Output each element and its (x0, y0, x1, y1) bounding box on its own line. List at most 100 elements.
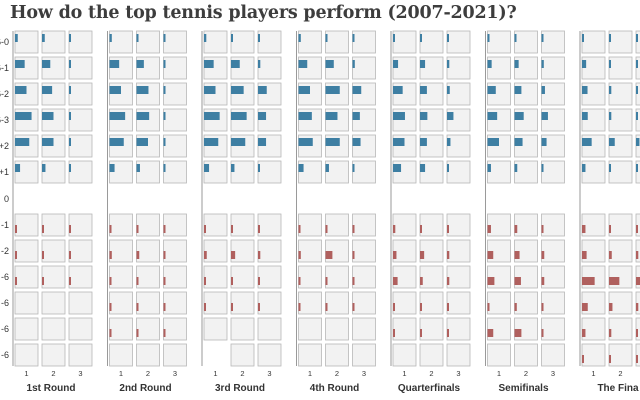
panel (392, 317, 417, 341)
win-bar (298, 112, 312, 120)
panel (41, 30, 66, 54)
panel (257, 317, 282, 341)
panel (257, 213, 282, 237)
win-bar (636, 164, 638, 172)
panel (541, 160, 565, 184)
panel (68, 160, 93, 184)
panel (257, 30, 282, 54)
win-bar (69, 60, 71, 68)
player-tick-label: 1 (24, 369, 28, 378)
win-bar (447, 34, 449, 42)
win-bar (204, 60, 214, 68)
player-tick-label: 3 (78, 369, 82, 378)
panel (203, 317, 228, 341)
panel (446, 213, 471, 237)
win-bar (352, 86, 362, 94)
loss-bar (393, 303, 395, 311)
win-bar (136, 112, 150, 120)
player-tick-label: 1 (308, 369, 312, 378)
win-bar (420, 112, 428, 120)
loss-bar (15, 277, 17, 285)
win-bar (420, 60, 426, 68)
loss-bar (393, 277, 398, 285)
panel (352, 56, 376, 80)
y-axis-label: 6-3 (0, 115, 9, 125)
y-axis-label: 0 (4, 194, 9, 204)
win-bar (42, 34, 45, 42)
win-bar (109, 86, 121, 94)
win-bar (514, 112, 524, 120)
loss-bar (582, 251, 587, 259)
panel (325, 30, 349, 54)
win-bar (231, 34, 233, 42)
loss-bar (609, 277, 620, 285)
panel (203, 239, 228, 263)
win-bar (609, 164, 611, 172)
panel (541, 317, 565, 341)
panel (109, 30, 133, 54)
loss-bar (487, 251, 494, 259)
panel (109, 317, 133, 341)
win-bar (487, 112, 498, 120)
round-label: Quarterfinals (398, 383, 461, 394)
panel (419, 265, 444, 289)
player-tick-label: 2 (240, 369, 244, 378)
loss-bar (258, 303, 260, 311)
win-bar (15, 138, 30, 146)
win-bar (15, 164, 21, 172)
win-bar (15, 60, 25, 68)
loss-bar (136, 329, 139, 337)
player-tick-label: 2 (429, 369, 433, 378)
player-tick-label: 3 (362, 369, 366, 378)
y-axis-label: 7+2 (0, 141, 9, 151)
panel (352, 213, 376, 237)
win-bar (42, 60, 51, 68)
win-bar (163, 34, 166, 42)
loss-bar (636, 303, 639, 311)
panel (392, 343, 417, 367)
loss-bar (163, 251, 166, 259)
y-axis-label: -2 (1, 246, 9, 256)
panel (109, 291, 133, 315)
win-bar (69, 164, 71, 172)
loss-bar (609, 329, 612, 337)
player-tick-label: 2 (51, 369, 55, 378)
win-bar (541, 34, 544, 42)
panel (14, 213, 39, 237)
panel (608, 56, 633, 80)
panel (541, 56, 565, 80)
loss-bar (447, 329, 449, 337)
panel (163, 56, 187, 80)
panel (14, 239, 39, 263)
win-bar (420, 164, 426, 172)
win-bar (298, 34, 301, 42)
win-bar (487, 164, 491, 172)
win-bar (487, 138, 499, 146)
win-bar (636, 34, 638, 42)
win-bar (541, 60, 544, 68)
loss-bar (42, 251, 44, 259)
panel (352, 343, 376, 367)
panel (230, 291, 255, 315)
panel (392, 30, 417, 54)
win-bar (258, 86, 267, 94)
win-bar (582, 86, 588, 94)
panel (352, 291, 376, 315)
panel (136, 291, 160, 315)
win-bar (231, 164, 235, 172)
panel (487, 30, 511, 54)
panel (298, 291, 322, 315)
win-bar (258, 112, 267, 120)
loss-bar (109, 225, 112, 233)
panel (230, 317, 255, 341)
panel (352, 317, 376, 341)
loss-bar (163, 277, 166, 285)
win-bar (42, 112, 54, 120)
loss-bar (487, 277, 495, 285)
win-bar (541, 164, 544, 172)
panel (541, 265, 565, 289)
win-bar (204, 86, 216, 94)
panel (419, 317, 444, 341)
loss-bar (636, 277, 640, 285)
panel (446, 160, 471, 184)
